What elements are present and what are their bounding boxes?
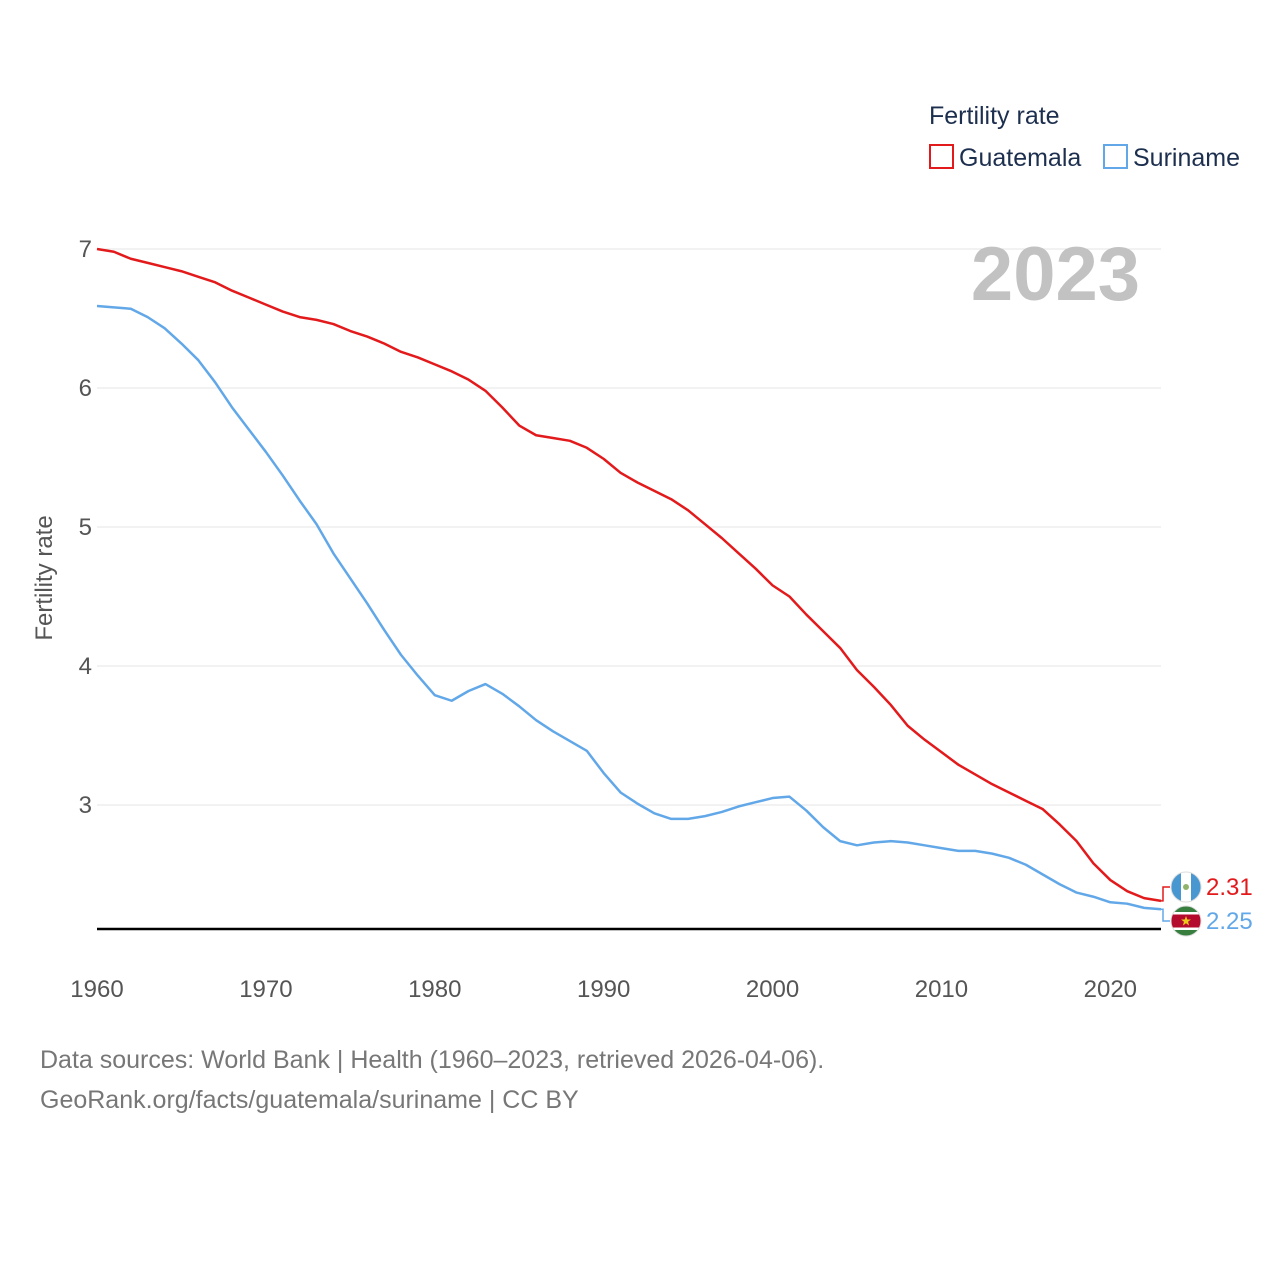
y-tick-label-4: 4 [79,653,92,680]
series-lines [96,247,1162,911]
x-tick-label-2020: 2020 [1084,976,1137,1003]
x-tick-label-2010: 2010 [915,976,968,1003]
y-tick-label-5: 5 [79,514,92,541]
guatemala-flag-icon [1170,871,1202,903]
gridlines [97,248,1161,806]
y-tick-label-3: 3 [79,792,92,819]
y-axis-title: Fertility rate [31,515,58,640]
y-tick-label-7: 7 [79,236,92,263]
legend-item-suriname[interactable]: Suriname [1103,144,1240,172]
source-line-2: GeoRank.org/facts/guatemala/suriname | C… [40,1086,579,1114]
y-tick-label-6: 6 [79,375,92,402]
suriname-flag-icon [1170,905,1202,937]
y-axis-ticks: 3 4 5 6 7 [79,236,92,819]
legend-label-guatemala: Guatemala [959,144,1081,172]
suriname-end-connector [1161,908,1170,922]
source-line-1: Data sources: World Bank | Health (1960–… [40,1046,825,1074]
source-footer: Data sources: World Bank | Health (1960–… [40,1040,824,1120]
legend-swatch-guatemala [929,144,954,169]
guatemala-end-connector [1161,886,1170,902]
x-tick-label-1960: 1960 [70,976,123,1003]
legend-label-suriname: Suriname [1133,144,1240,172]
series-line-guatemala [96,247,1162,903]
suriname-end-value: 2.25 [1206,908,1253,935]
x-tick-label-2000: 2000 [746,976,799,1003]
end-marker-guatemala: 2.31 [1161,871,1253,903]
x-tick-label-1980: 1980 [408,976,461,1003]
x-axis-ticks: 1960 1970 1980 1990 2000 2010 2020 [70,976,1137,1003]
x-tick-label-1990: 1990 [577,976,630,1003]
legend: Fertility rate Guatemala Suriname [929,102,1240,172]
legend-title: Fertility rate [929,102,1060,130]
legend-swatch-suriname [1103,144,1128,169]
series-line-suriname [96,304,1162,911]
end-marker-suriname: 2.25 [1161,905,1253,937]
current-year-label: 2023 [971,232,1140,317]
legend-item-guatemala[interactable]: Guatemala [929,144,1081,172]
x-tick-label-1970: 1970 [239,976,292,1003]
guatemala-end-value: 2.31 [1206,874,1253,901]
